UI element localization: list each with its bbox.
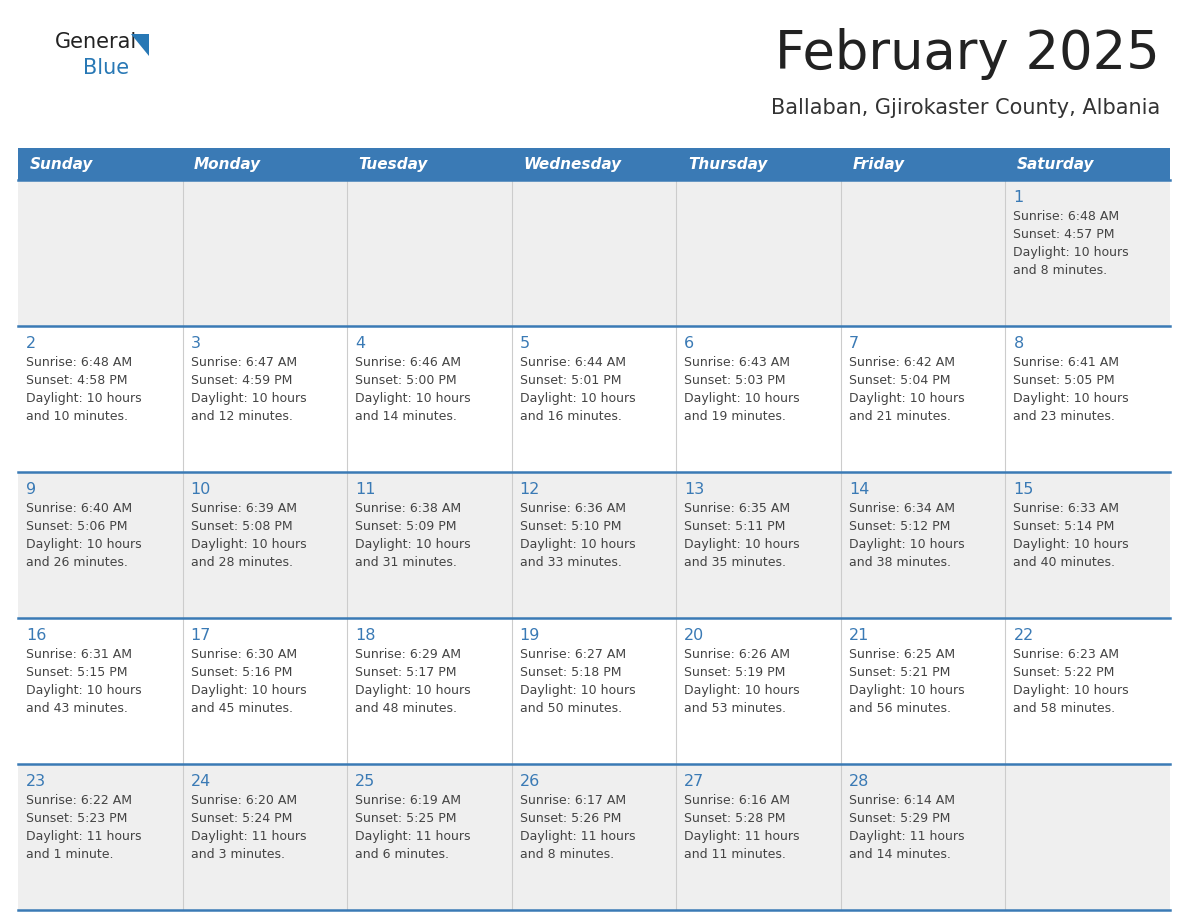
Bar [18,472,1170,618]
Text: Sunrise: 6:40 AM
Sunset: 5:06 PM
Daylight: 10 hours
and 26 minutes.: Sunrise: 6:40 AM Sunset: 5:06 PM Dayligh… [26,502,141,569]
Bar [18,148,183,180]
Text: Monday: Monday [194,156,261,172]
Text: 9: 9 [26,482,36,497]
Text: 11: 11 [355,482,375,497]
Text: Sunrise: 6:17 AM
Sunset: 5:26 PM
Daylight: 11 hours
and 8 minutes.: Sunrise: 6:17 AM Sunset: 5:26 PM Dayligh… [519,794,636,861]
Text: 12: 12 [519,482,541,497]
Text: Wednesday: Wednesday [523,156,621,172]
Text: 14: 14 [849,482,870,497]
Text: 23: 23 [26,774,46,789]
Text: 15: 15 [1013,482,1034,497]
Text: Sunrise: 6:31 AM
Sunset: 5:15 PM
Daylight: 10 hours
and 43 minutes.: Sunrise: 6:31 AM Sunset: 5:15 PM Dayligh… [26,648,141,715]
Text: Sunrise: 6:30 AM
Sunset: 5:16 PM
Daylight: 10 hours
and 45 minutes.: Sunrise: 6:30 AM Sunset: 5:16 PM Dayligh… [190,648,307,715]
Text: Sunrise: 6:33 AM
Sunset: 5:14 PM
Daylight: 10 hours
and 40 minutes.: Sunrise: 6:33 AM Sunset: 5:14 PM Dayligh… [1013,502,1129,569]
Text: 5: 5 [519,336,530,351]
Bar [347,148,512,180]
Text: 19: 19 [519,628,541,643]
Text: 22: 22 [1013,628,1034,643]
Text: Sunrise: 6:48 AM
Sunset: 4:58 PM
Daylight: 10 hours
and 10 minutes.: Sunrise: 6:48 AM Sunset: 4:58 PM Dayligh… [26,356,141,423]
Text: Sunrise: 6:39 AM
Sunset: 5:08 PM
Daylight: 10 hours
and 28 minutes.: Sunrise: 6:39 AM Sunset: 5:08 PM Dayligh… [190,502,307,569]
Text: 1: 1 [1013,190,1024,205]
Text: Sunrise: 6:47 AM
Sunset: 4:59 PM
Daylight: 10 hours
and 12 minutes.: Sunrise: 6:47 AM Sunset: 4:59 PM Dayligh… [190,356,307,423]
Text: Sunrise: 6:27 AM
Sunset: 5:18 PM
Daylight: 10 hours
and 50 minutes.: Sunrise: 6:27 AM Sunset: 5:18 PM Dayligh… [519,648,636,715]
Text: 17: 17 [190,628,211,643]
Text: 7: 7 [849,336,859,351]
Text: 3: 3 [190,336,201,351]
Text: Sunrise: 6:14 AM
Sunset: 5:29 PM
Daylight: 11 hours
and 14 minutes.: Sunrise: 6:14 AM Sunset: 5:29 PM Dayligh… [849,794,965,861]
Bar [1005,148,1170,180]
Text: Sunrise: 6:43 AM
Sunset: 5:03 PM
Daylight: 10 hours
and 19 minutes.: Sunrise: 6:43 AM Sunset: 5:03 PM Dayligh… [684,356,800,423]
Text: Sunrise: 6:29 AM
Sunset: 5:17 PM
Daylight: 10 hours
and 48 minutes.: Sunrise: 6:29 AM Sunset: 5:17 PM Dayligh… [355,648,470,715]
Text: Sunrise: 6:19 AM
Sunset: 5:25 PM
Daylight: 11 hours
and 6 minutes.: Sunrise: 6:19 AM Sunset: 5:25 PM Dayligh… [355,794,470,861]
Bar [676,148,841,180]
Text: 27: 27 [684,774,704,789]
Text: Thursday: Thursday [688,156,767,172]
Text: 4: 4 [355,336,365,351]
Bar [512,148,676,180]
Text: 18: 18 [355,628,375,643]
Bar [841,148,1005,180]
Text: Sunrise: 6:20 AM
Sunset: 5:24 PM
Daylight: 11 hours
and 3 minutes.: Sunrise: 6:20 AM Sunset: 5:24 PM Dayligh… [190,794,307,861]
Text: Sunrise: 6:46 AM
Sunset: 5:00 PM
Daylight: 10 hours
and 14 minutes.: Sunrise: 6:46 AM Sunset: 5:00 PM Dayligh… [355,356,470,423]
Bar [183,148,347,180]
Bar [18,618,1170,764]
Text: Tuesday: Tuesday [359,156,428,172]
Text: 28: 28 [849,774,870,789]
Text: Sunrise: 6:36 AM
Sunset: 5:10 PM
Daylight: 10 hours
and 33 minutes.: Sunrise: 6:36 AM Sunset: 5:10 PM Dayligh… [519,502,636,569]
Text: 2: 2 [26,336,36,351]
Bar [18,764,1170,910]
Text: 25: 25 [355,774,375,789]
Text: 21: 21 [849,628,870,643]
Bar [18,180,1170,326]
Text: 16: 16 [26,628,46,643]
Text: Sunrise: 6:26 AM
Sunset: 5:19 PM
Daylight: 10 hours
and 53 minutes.: Sunrise: 6:26 AM Sunset: 5:19 PM Dayligh… [684,648,800,715]
Text: Sunrise: 6:16 AM
Sunset: 5:28 PM
Daylight: 11 hours
and 11 minutes.: Sunrise: 6:16 AM Sunset: 5:28 PM Dayligh… [684,794,800,861]
Text: Ballaban, Gjirokaster County, Albania: Ballaban, Gjirokaster County, Albania [771,98,1159,118]
Text: February 2025: February 2025 [776,28,1159,80]
Text: 24: 24 [190,774,210,789]
Text: Sunrise: 6:35 AM
Sunset: 5:11 PM
Daylight: 10 hours
and 35 minutes.: Sunrise: 6:35 AM Sunset: 5:11 PM Dayligh… [684,502,800,569]
Text: Sunrise: 6:41 AM
Sunset: 5:05 PM
Daylight: 10 hours
and 23 minutes.: Sunrise: 6:41 AM Sunset: 5:05 PM Dayligh… [1013,356,1129,423]
Text: General: General [55,32,138,52]
Bar [18,326,1170,472]
Text: 6: 6 [684,336,695,351]
Text: 13: 13 [684,482,704,497]
Text: 26: 26 [519,774,541,789]
Text: 8: 8 [1013,336,1024,351]
Text: Sunrise: 6:42 AM
Sunset: 5:04 PM
Daylight: 10 hours
and 21 minutes.: Sunrise: 6:42 AM Sunset: 5:04 PM Dayligh… [849,356,965,423]
Text: Saturday: Saturday [1017,156,1094,172]
Text: Sunday: Sunday [30,156,93,172]
Text: Sunrise: 6:44 AM
Sunset: 5:01 PM
Daylight: 10 hours
and 16 minutes.: Sunrise: 6:44 AM Sunset: 5:01 PM Dayligh… [519,356,636,423]
Text: Sunrise: 6:48 AM
Sunset: 4:57 PM
Daylight: 10 hours
and 8 minutes.: Sunrise: 6:48 AM Sunset: 4:57 PM Dayligh… [1013,210,1129,277]
Text: Sunrise: 6:34 AM
Sunset: 5:12 PM
Daylight: 10 hours
and 38 minutes.: Sunrise: 6:34 AM Sunset: 5:12 PM Dayligh… [849,502,965,569]
Text: Sunrise: 6:22 AM
Sunset: 5:23 PM
Daylight: 11 hours
and 1 minute.: Sunrise: 6:22 AM Sunset: 5:23 PM Dayligh… [26,794,141,861]
Text: Sunrise: 6:38 AM
Sunset: 5:09 PM
Daylight: 10 hours
and 31 minutes.: Sunrise: 6:38 AM Sunset: 5:09 PM Dayligh… [355,502,470,569]
Text: Sunrise: 6:25 AM
Sunset: 5:21 PM
Daylight: 10 hours
and 56 minutes.: Sunrise: 6:25 AM Sunset: 5:21 PM Dayligh… [849,648,965,715]
Text: Friday: Friday [852,156,904,172]
Text: 10: 10 [190,482,211,497]
Text: 20: 20 [684,628,704,643]
Text: Blue: Blue [83,58,129,78]
Text: Sunrise: 6:23 AM
Sunset: 5:22 PM
Daylight: 10 hours
and 58 minutes.: Sunrise: 6:23 AM Sunset: 5:22 PM Dayligh… [1013,648,1129,715]
Polygon shape [131,34,148,56]
